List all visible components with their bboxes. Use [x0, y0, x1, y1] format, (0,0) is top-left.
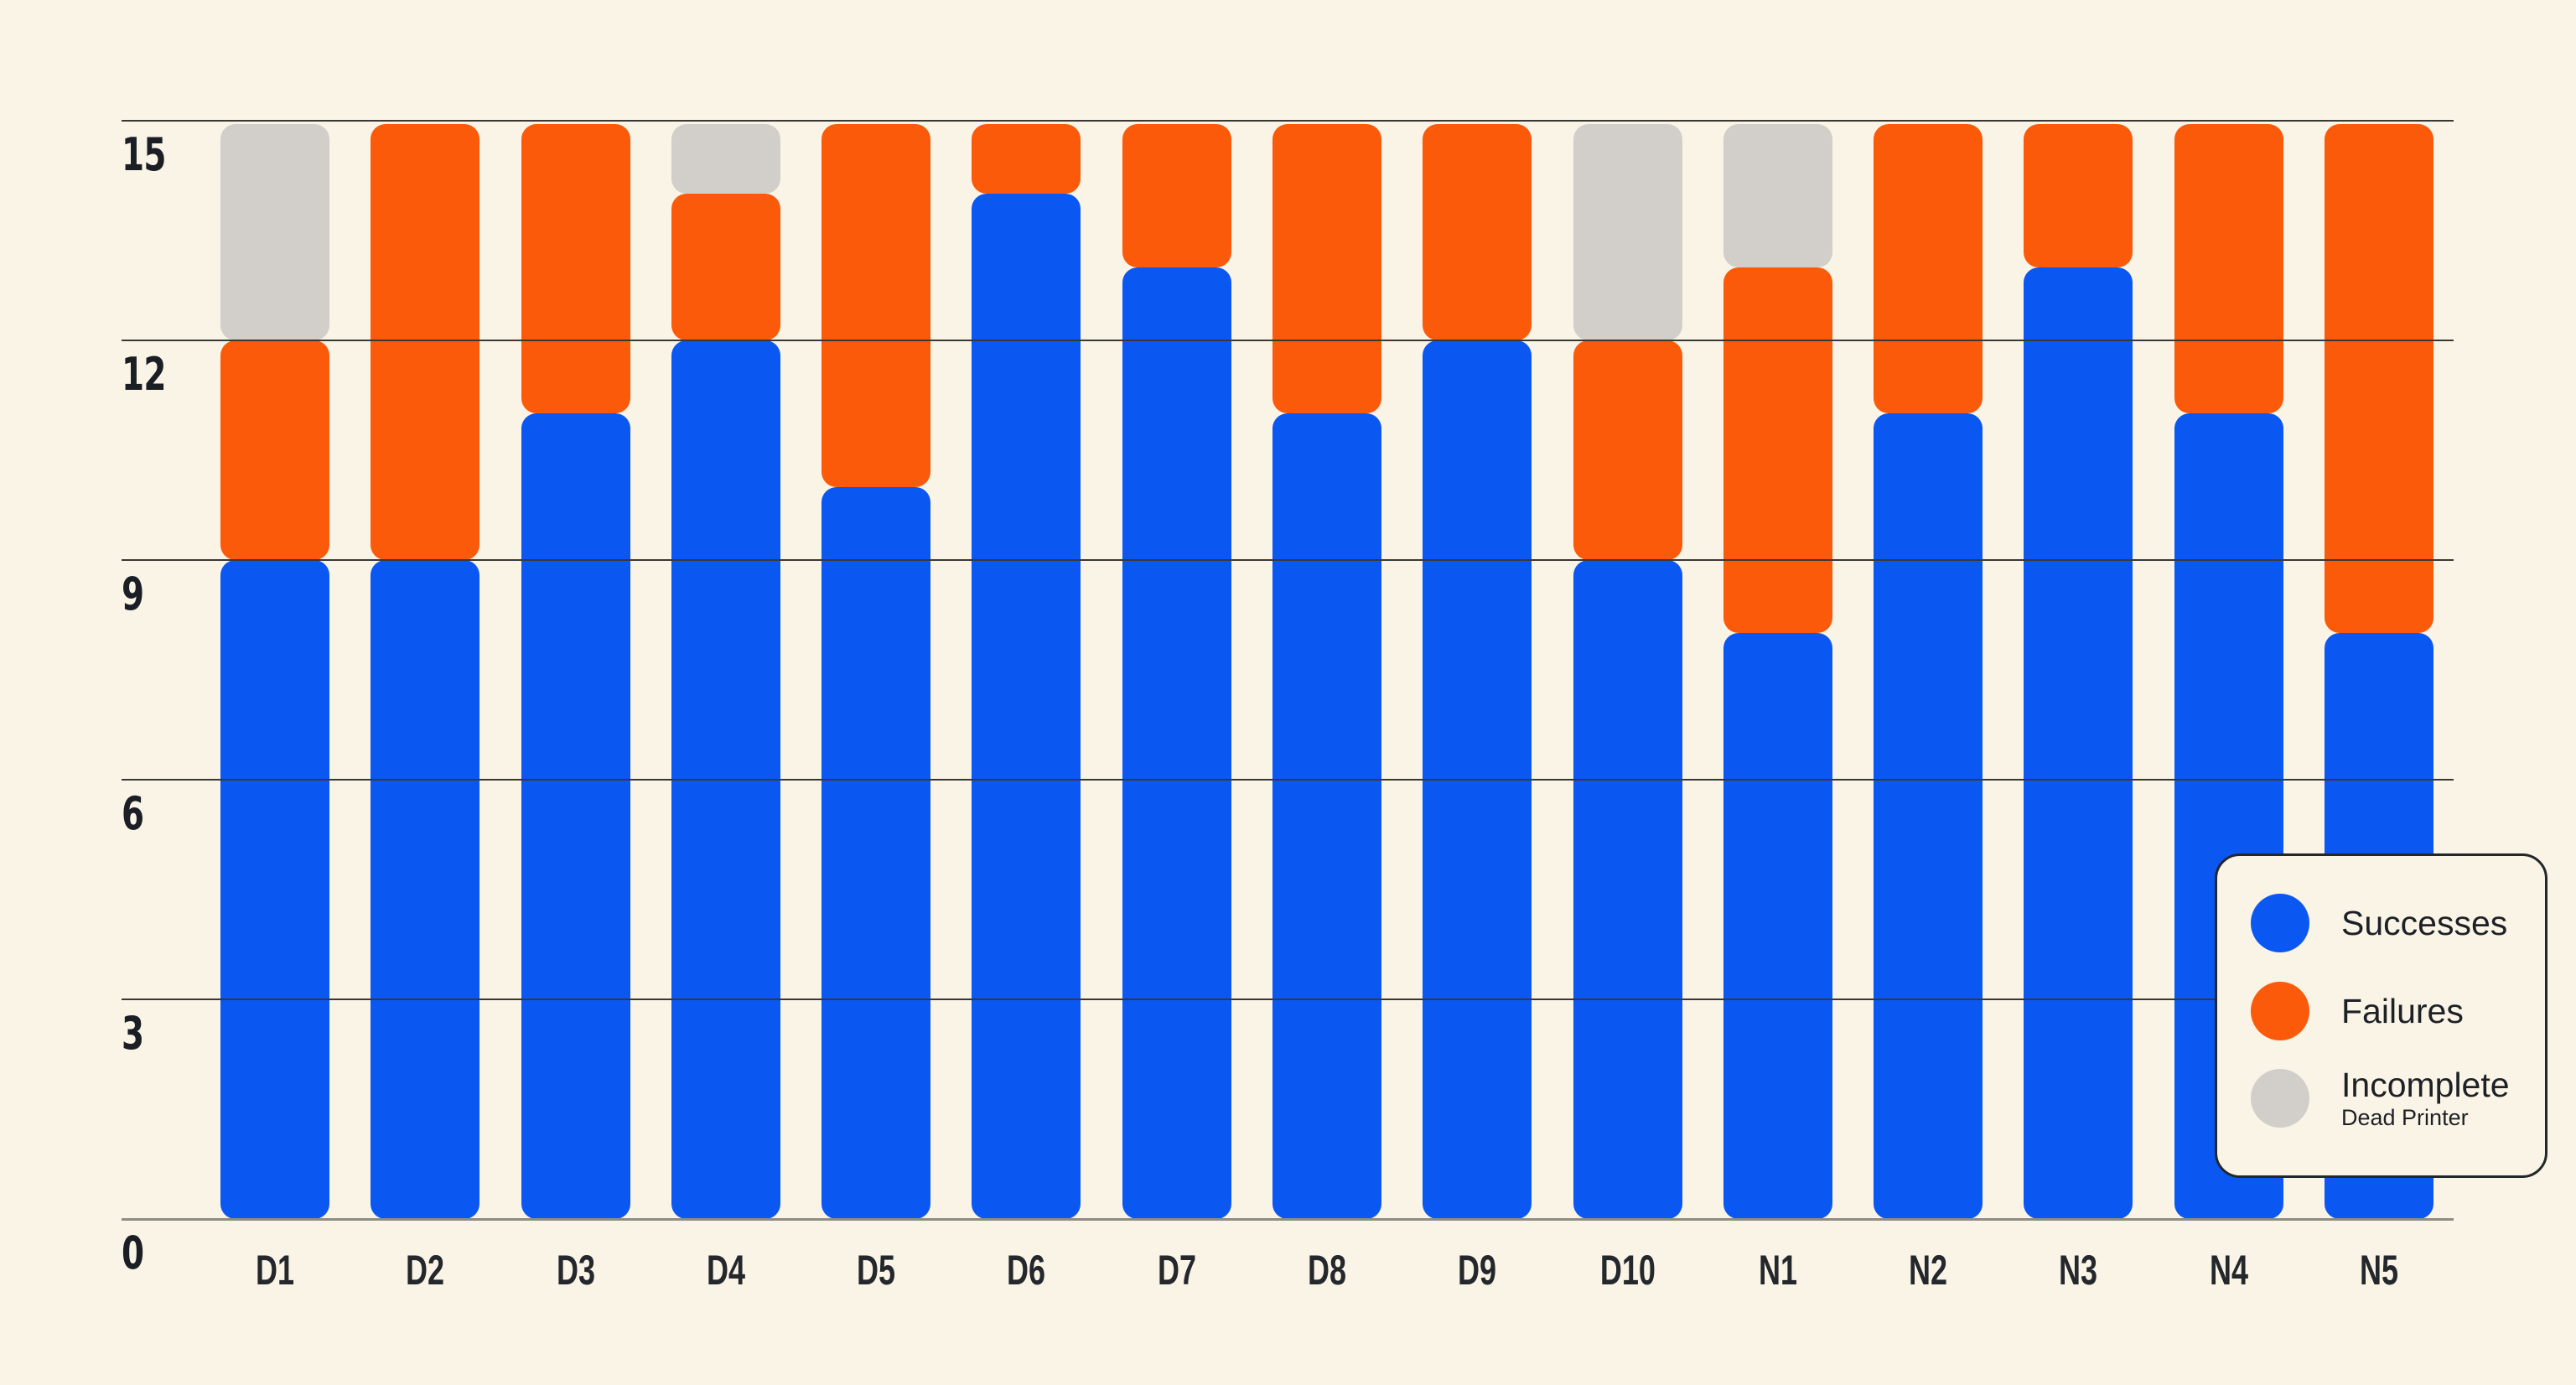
x-tick-label-D5: D5	[857, 1247, 896, 1294]
y-tick-label-0: 0	[122, 1227, 144, 1279]
gridline-y3	[122, 999, 2454, 1000]
x-tick-label-D4: D4	[706, 1247, 745, 1294]
gridline-y6	[122, 779, 2454, 781]
bar-segment-incomplete-D4	[671, 124, 780, 195]
bar-segment-successes-N1	[1723, 633, 1832, 1219]
x-tick-label-N4: N4	[2209, 1247, 2248, 1294]
bar-segment-successes-N3	[2024, 267, 2133, 1219]
x-tick-label-N3: N3	[2059, 1247, 2098, 1294]
bar-segment-failures-D2	[371, 124, 480, 560]
x-tick-label-N5: N5	[2359, 1247, 2399, 1294]
incomplete-swatch-icon	[2251, 1069, 2309, 1128]
bar-segment-failures-N1	[1723, 267, 1832, 634]
legend-label-failures: Failures	[2341, 992, 2464, 1030]
bar-segment-incomplete-D1	[220, 124, 329, 340]
bar-segment-successes-D8	[1272, 413, 1381, 1219]
bar-segment-successes-D10	[1573, 560, 1682, 1219]
bar-segment-successes-D3	[521, 413, 630, 1219]
bar-segment-failures-D10	[1573, 340, 1682, 560]
legend-label-incomplete: Incomplete	[2341, 1066, 2510, 1104]
bar-segment-failures-N5	[2325, 124, 2433, 634]
bar-segment-failures-N4	[2174, 124, 2283, 414]
x-tick-label-D2: D2	[406, 1247, 445, 1294]
bar-segment-failures-D9	[1423, 124, 1532, 340]
gridline-y15	[122, 120, 2454, 122]
bar-segment-failures-D8	[1272, 124, 1381, 414]
bar-segment-successes-D5	[822, 486, 931, 1219]
bar-segment-failures-D3	[521, 124, 630, 414]
successes-swatch-icon	[2251, 894, 2309, 952]
legend-item-incomplete: Incomplete Dead Printer	[2251, 1066, 2510, 1130]
bar-segment-incomplete-N1	[1723, 124, 1832, 267]
x-tick-label-D10: D10	[1599, 1247, 1656, 1294]
bar-segment-failures-D5	[822, 124, 931, 487]
bar-segment-failures-D4	[671, 194, 780, 340]
x-axis-line	[122, 1217, 2454, 1221]
bar-segment-failures-N3	[2024, 124, 2133, 267]
y-tick-label-6: 6	[122, 787, 144, 840]
y-tick-label-3: 3	[122, 1007, 144, 1060]
x-tick-label-D6: D6	[1007, 1247, 1046, 1294]
bar-segment-incomplete-D10	[1573, 124, 1682, 340]
gridline-y9	[122, 559, 2454, 561]
legend-sublabel-dead-printer: Dead Printer	[2341, 1105, 2469, 1130]
gridline-y12	[122, 340, 2454, 341]
bar-segment-successes-N2	[1874, 413, 1983, 1219]
x-tick-label-D7: D7	[1157, 1247, 1196, 1294]
x-tick-label-D9: D9	[1458, 1247, 1497, 1294]
legend-item-failures: Failures	[2251, 982, 2464, 1040]
bar-segment-failures-D1	[220, 340, 329, 560]
y-tick-label-12: 12	[122, 348, 166, 401]
failures-swatch-icon	[2251, 982, 2309, 1040]
legend-label-successes: Successes	[2341, 904, 2508, 942]
bar-segment-failures-N2	[1874, 124, 1983, 414]
bar-segment-failures-D6	[972, 124, 1081, 195]
bar-segment-successes-D2	[371, 560, 480, 1219]
bar-segment-successes-D6	[972, 194, 1081, 1219]
x-tick-label-D3: D3	[556, 1247, 595, 1294]
y-tick-label-9: 9	[122, 568, 144, 620]
bar-segment-failures-D7	[1122, 124, 1231, 267]
legend-item-successes: Successes	[2251, 894, 2507, 952]
x-tick-label-D8: D8	[1307, 1247, 1347, 1294]
bar-segment-successes-D1	[220, 560, 329, 1219]
legend: Successes Failures Incomplete Dead Print…	[2215, 853, 2547, 1178]
x-tick-label-D1: D1	[255, 1247, 295, 1294]
x-tick-label-N1: N1	[1758, 1247, 1797, 1294]
y-tick-label-15: 15	[122, 128, 166, 181]
x-tick-label-N2: N2	[1909, 1247, 1948, 1294]
bar-segment-successes-D7	[1122, 267, 1231, 1219]
